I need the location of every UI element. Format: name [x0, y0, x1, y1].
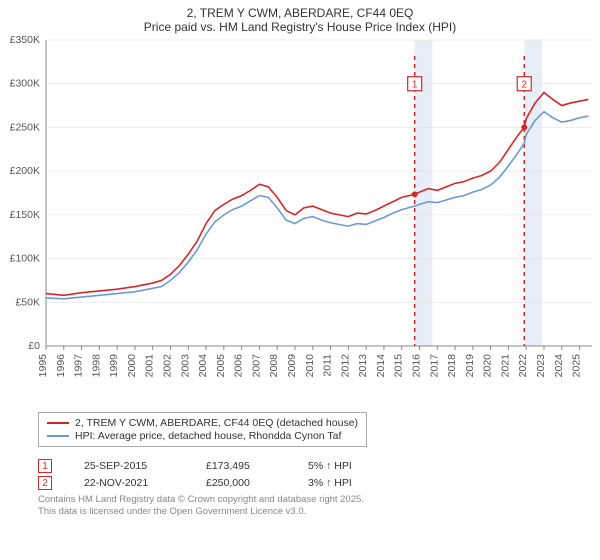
legend-box: 2, TREM Y CWM, ABERDARE, CF44 0EQ (detac… — [38, 412, 367, 447]
svg-text:2014: 2014 — [375, 354, 387, 378]
svg-text:2021: 2021 — [499, 354, 511, 378]
sale-marker-box: 2 — [38, 476, 52, 490]
svg-text:2024: 2024 — [553, 354, 565, 378]
svg-text:2013: 2013 — [357, 354, 369, 378]
svg-text:2010: 2010 — [304, 354, 316, 378]
svg-text:2012: 2012 — [339, 354, 351, 378]
svg-text:2002: 2002 — [161, 354, 173, 378]
svg-text:2009: 2009 — [286, 354, 298, 378]
svg-text:£350K: £350K — [10, 36, 40, 46]
svg-text:2003: 2003 — [179, 354, 191, 378]
legend-item-price-paid: 2, TREM Y CWM, ABERDARE, CF44 0EQ (detac… — [47, 417, 358, 429]
sale-price: £250,000 — [206, 477, 276, 489]
sale-row: 1 25-SEP-2015 £173,495 5% ↑ HPI — [38, 459, 600, 473]
svg-text:1996: 1996 — [55, 354, 67, 378]
svg-text:2017: 2017 — [428, 354, 440, 378]
svg-text:£200K: £200K — [10, 165, 40, 177]
attribution-line: This data is licensed under the Open Gov… — [38, 506, 600, 518]
sale-price: £173,495 — [206, 460, 276, 472]
svg-text:£0: £0 — [28, 340, 40, 352]
svg-text:2001: 2001 — [144, 354, 156, 378]
chart-title-block: 2, TREM Y CWM, ABERDARE, CF44 0EQ Price … — [0, 0, 600, 36]
sale-hpi-diff: 5% ↑ HPI — [308, 460, 398, 472]
sale-marker-box: 1 — [38, 459, 52, 473]
legend-swatch-price-paid — [47, 422, 69, 424]
svg-text:2011: 2011 — [322, 354, 334, 377]
svg-text:2: 2 — [521, 79, 527, 90]
svg-text:£150K: £150K — [10, 209, 40, 221]
svg-text:£250K: £250K — [10, 121, 40, 133]
svg-text:2000: 2000 — [126, 354, 138, 378]
legend-swatch-hpi — [47, 435, 69, 437]
chart-title-subtitle: Price paid vs. HM Land Registry's House … — [0, 20, 600, 34]
attribution-line: Contains HM Land Registry data © Crown c… — [38, 494, 600, 506]
sales-table: 1 25-SEP-2015 £173,495 5% ↑ HPI 2 22-NOV… — [38, 459, 600, 490]
svg-text:1: 1 — [412, 79, 418, 90]
svg-text:1998: 1998 — [90, 354, 102, 378]
sale-marker-num: 1 — [42, 461, 48, 472]
svg-text:2019: 2019 — [464, 354, 476, 378]
svg-text:2005: 2005 — [215, 354, 227, 378]
svg-text:2008: 2008 — [268, 354, 280, 378]
sale-row: 2 22-NOV-2021 £250,000 3% ↑ HPI — [38, 476, 600, 490]
sale-hpi-diff: 3% ↑ HPI — [308, 477, 398, 489]
legend-item-hpi: HPI: Average price, detached house, Rhon… — [47, 430, 358, 442]
attribution-block: Contains HM Land Registry data © Crown c… — [38, 494, 600, 519]
svg-text:2022: 2022 — [517, 354, 529, 378]
legend-label-hpi: HPI: Average price, detached house, Rhon… — [75, 430, 341, 442]
svg-text:2006: 2006 — [233, 354, 245, 378]
sale-marker-num: 2 — [42, 478, 48, 489]
svg-text:2007: 2007 — [250, 354, 262, 378]
svg-text:£300K: £300K — [10, 78, 40, 90]
sale-date: 22-NOV-2021 — [84, 477, 174, 489]
chart-title-address: 2, TREM Y CWM, ABERDARE, CF44 0EQ — [0, 6, 600, 20]
svg-text:2023: 2023 — [535, 354, 547, 378]
svg-text:1999: 1999 — [108, 354, 120, 378]
svg-text:2016: 2016 — [410, 354, 422, 378]
line-chart-svg: £0 £50K £100K £150K £200K £250K £300K £350K 1995… — [0, 36, 600, 406]
svg-text:2004: 2004 — [197, 354, 209, 378]
svg-text:2025: 2025 — [571, 354, 583, 378]
svg-text:2015: 2015 — [393, 354, 405, 378]
svg-text:1997: 1997 — [73, 354, 85, 378]
legend-label-price-paid: 2, TREM Y CWM, ABERDARE, CF44 0EQ (detac… — [75, 417, 358, 429]
svg-text:2018: 2018 — [446, 354, 458, 378]
svg-text:£50K: £50K — [15, 296, 40, 308]
chart-area: £0 £50K £100K £150K £200K £250K £300K £350K 1995… — [0, 36, 600, 406]
svg-text:£100K: £100K — [10, 253, 40, 265]
sale-date: 25-SEP-2015 — [84, 460, 174, 472]
svg-text:1995: 1995 — [37, 354, 49, 378]
svg-text:2020: 2020 — [482, 354, 494, 378]
